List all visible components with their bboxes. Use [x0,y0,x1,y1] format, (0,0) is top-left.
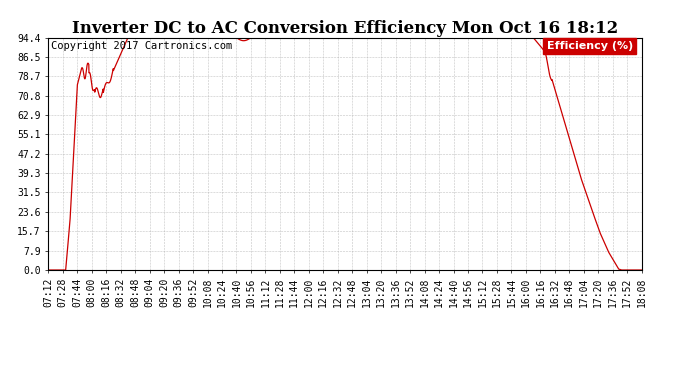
Title: Inverter DC to AC Conversion Efficiency Mon Oct 16 18:12: Inverter DC to AC Conversion Efficiency … [72,20,618,38]
Text: Efficiency (%): Efficiency (%) [546,41,633,51]
Text: Copyright 2017 Cartronics.com: Copyright 2017 Cartronics.com [51,41,233,51]
